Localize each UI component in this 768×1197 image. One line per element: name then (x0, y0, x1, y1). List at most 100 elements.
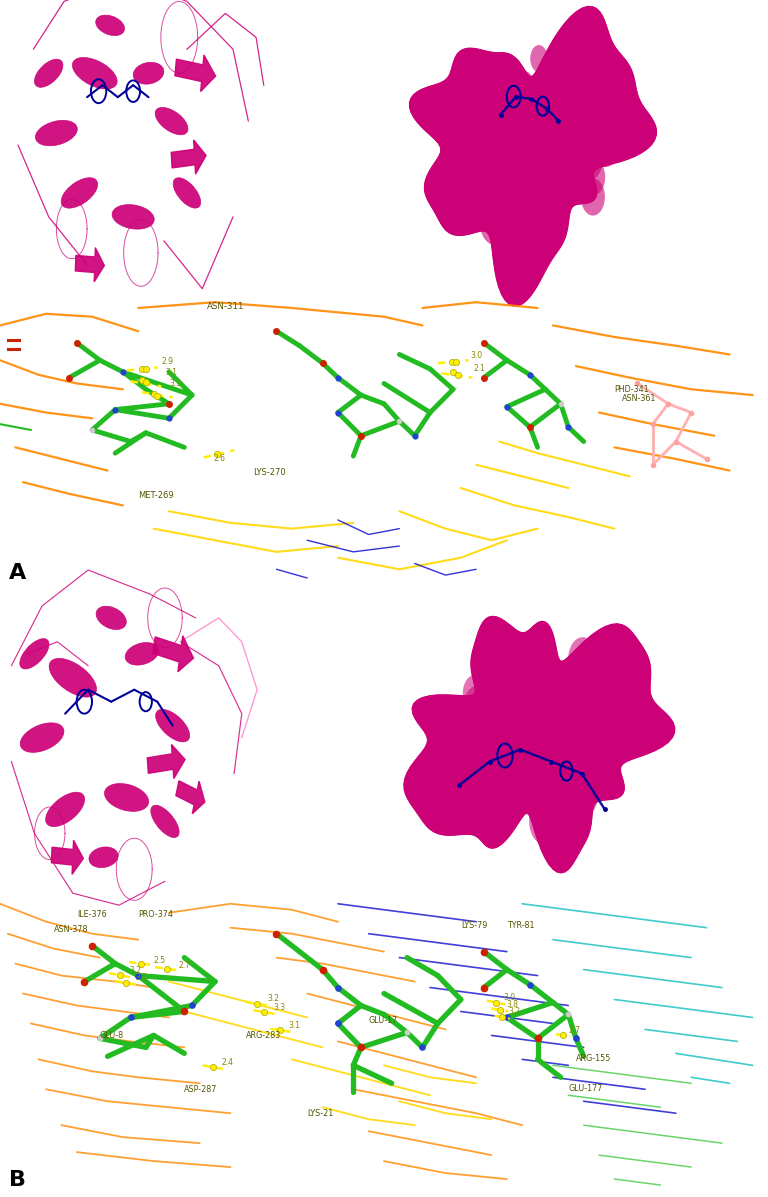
Text: ASP-287: ASP-287 (184, 1084, 217, 1094)
Bar (0, 302, 768, 593)
Text: PRO-374: PRO-374 (138, 910, 173, 919)
Text: ARG-155: ARG-155 (576, 1055, 611, 1063)
Circle shape (581, 178, 605, 215)
Text: 3.1: 3.1 (289, 1021, 301, 1029)
Text: ARG-283: ARG-283 (246, 1032, 281, 1040)
Text: LYS-270: LYS-270 (253, 468, 286, 476)
Ellipse shape (35, 121, 78, 146)
Circle shape (603, 770, 621, 797)
Text: GLU-17: GLU-17 (369, 1016, 398, 1026)
Ellipse shape (156, 710, 190, 742)
Text: 2.9: 2.9 (161, 358, 174, 366)
Circle shape (509, 163, 530, 195)
Ellipse shape (61, 177, 98, 208)
Circle shape (575, 138, 603, 181)
Circle shape (481, 674, 510, 719)
Circle shape (494, 734, 511, 760)
Ellipse shape (96, 606, 126, 630)
Ellipse shape (96, 16, 124, 36)
FancyArrow shape (175, 55, 216, 91)
Circle shape (463, 675, 486, 712)
Text: ILE-376: ILE-376 (77, 910, 107, 919)
Circle shape (467, 778, 490, 814)
Ellipse shape (20, 639, 49, 669)
Circle shape (538, 165, 551, 187)
Circle shape (553, 717, 581, 759)
Circle shape (589, 747, 607, 776)
Circle shape (490, 145, 511, 178)
Text: LYS-21: LYS-21 (307, 1110, 333, 1118)
Text: GLU-177: GLU-177 (568, 1084, 603, 1093)
Circle shape (567, 101, 591, 138)
Circle shape (580, 667, 593, 687)
FancyArrow shape (171, 140, 206, 174)
Text: GLU-8: GLU-8 (100, 1032, 124, 1040)
Ellipse shape (104, 784, 149, 812)
Circle shape (487, 163, 515, 206)
Circle shape (586, 739, 598, 758)
Bar (353, 0, 768, 314)
Text: 2.7: 2.7 (568, 1026, 581, 1035)
Circle shape (462, 686, 494, 734)
Circle shape (441, 699, 459, 728)
FancyArrow shape (153, 636, 194, 672)
Ellipse shape (45, 792, 84, 827)
Text: 3.3: 3.3 (273, 1003, 286, 1011)
Text: TYR-81: TYR-81 (507, 920, 535, 930)
Circle shape (561, 780, 588, 824)
Circle shape (567, 768, 598, 818)
Bar (0, 898, 768, 1197)
Circle shape (492, 90, 508, 116)
Circle shape (551, 95, 567, 119)
Text: ASN-361: ASN-361 (622, 394, 657, 403)
Text: 2.4: 2.4 (221, 1058, 233, 1067)
Circle shape (488, 648, 511, 685)
Circle shape (552, 705, 574, 737)
Circle shape (562, 751, 588, 792)
Text: 2.5: 2.5 (154, 956, 166, 965)
Circle shape (582, 159, 605, 195)
Ellipse shape (112, 205, 154, 229)
Bar (346, 593, 768, 895)
Circle shape (505, 761, 526, 792)
Circle shape (496, 740, 513, 766)
Text: ASN-378: ASN-378 (54, 925, 88, 934)
Text: 3.8: 3.8 (507, 1001, 519, 1009)
Ellipse shape (20, 723, 64, 753)
Circle shape (568, 637, 598, 682)
Circle shape (538, 75, 554, 99)
Circle shape (444, 105, 459, 129)
Ellipse shape (155, 108, 188, 135)
Circle shape (516, 752, 543, 794)
Text: A: A (9, 563, 26, 583)
FancyArrow shape (75, 248, 104, 281)
Circle shape (530, 45, 548, 72)
Text: 3.1: 3.1 (165, 369, 177, 377)
Ellipse shape (72, 57, 118, 89)
Circle shape (478, 99, 508, 146)
Circle shape (504, 807, 516, 825)
Circle shape (485, 782, 503, 810)
Circle shape (478, 712, 505, 755)
Ellipse shape (89, 847, 118, 868)
Circle shape (555, 122, 584, 166)
Circle shape (544, 162, 561, 188)
Circle shape (541, 678, 565, 716)
Circle shape (555, 796, 582, 839)
Text: 3.2: 3.2 (508, 1008, 521, 1016)
Circle shape (579, 706, 605, 748)
Text: 2.6: 2.6 (214, 455, 226, 463)
Ellipse shape (125, 643, 159, 666)
Circle shape (492, 68, 509, 95)
Text: 3.2: 3.2 (135, 973, 147, 982)
Circle shape (571, 729, 582, 746)
Ellipse shape (35, 59, 63, 87)
Polygon shape (404, 616, 674, 873)
Ellipse shape (133, 62, 164, 84)
Circle shape (493, 727, 511, 755)
Circle shape (553, 113, 582, 158)
Ellipse shape (49, 658, 97, 697)
Circle shape (535, 672, 548, 693)
Circle shape (514, 221, 533, 253)
Circle shape (518, 631, 547, 674)
